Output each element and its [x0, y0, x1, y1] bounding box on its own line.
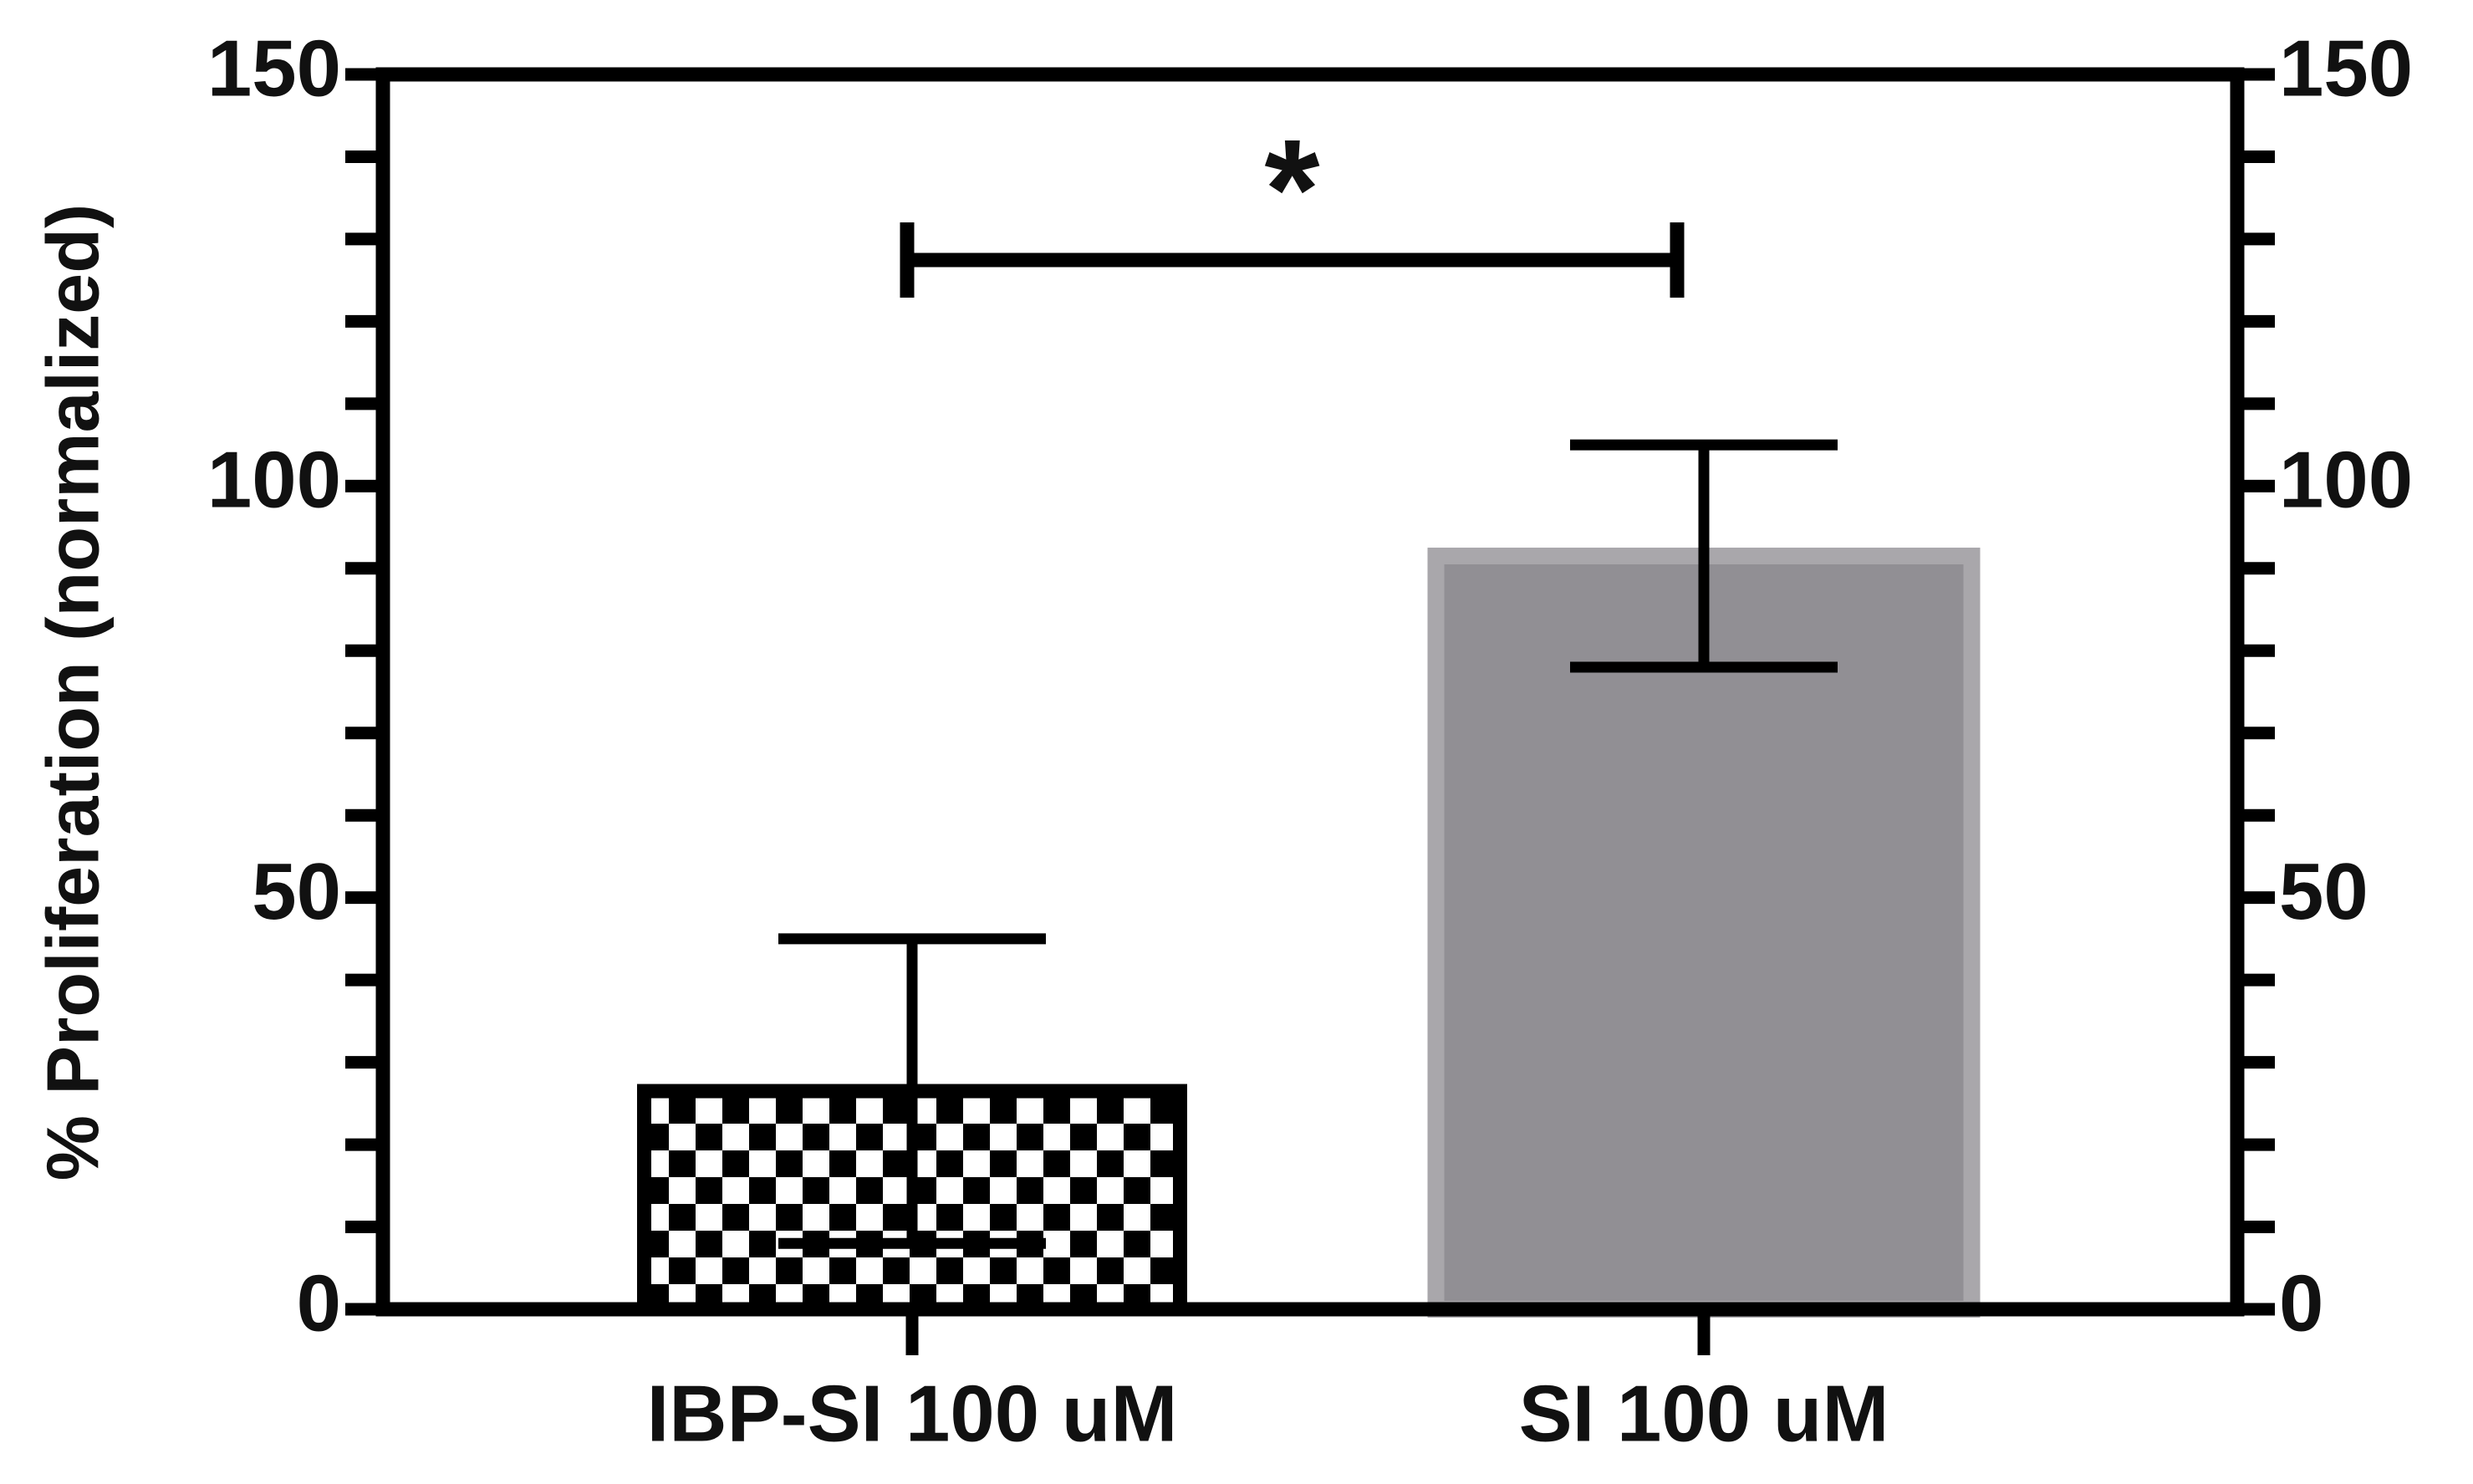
- plot-frame: [375, 67, 2245, 1317]
- y-tick-label: 0: [297, 1258, 341, 1348]
- annotation: *: [1264, 110, 1319, 269]
- y-tick-label: 50: [252, 847, 341, 936]
- y-tick-label: 100: [207, 436, 341, 525]
- y2-tick-label: 0: [2279, 1258, 2323, 1348]
- y2-tick-label: 50: [2279, 847, 2368, 936]
- y-axis-label: % Proliferation (normalized): [31, 204, 114, 1181]
- x-tick-label: SI 100 uM: [1519, 1369, 1889, 1458]
- y2-tick-label: 100: [2279, 436, 2413, 525]
- x-tick-label: IBP-SI 100 uM: [647, 1369, 1178, 1458]
- y2-tick-label: 150: [2279, 23, 2413, 113]
- y-tick-label: 150: [207, 23, 341, 113]
